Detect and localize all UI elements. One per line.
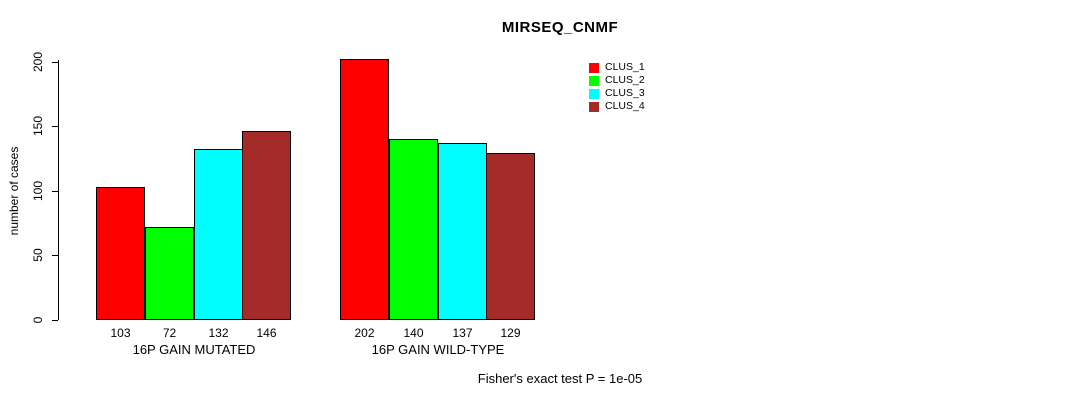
bar-clus_1-group2 <box>340 59 389 320</box>
bar-value-label: 202 <box>354 326 375 340</box>
bar-value-label: 140 <box>403 326 424 340</box>
y-tick-mark <box>52 61 58 63</box>
legend-label: CLUS_3 <box>605 87 645 99</box>
bar-clus_3-group2 <box>438 143 487 320</box>
bar-clus_1-group1 <box>96 187 145 320</box>
bar-clus_3-group1 <box>194 149 243 320</box>
bar-value-label: 137 <box>452 326 473 340</box>
y-tick-mark <box>52 126 58 128</box>
bar-clus_4-group2 <box>486 153 535 320</box>
legend-row-clus_4: CLUS_4 <box>589 100 645 113</box>
footer-note: Fisher's exact test P = 1e-05 <box>477 371 643 386</box>
bar-clus_2-group2 <box>389 139 438 320</box>
group-label-1: 16P GAIN MUTATED <box>132 342 256 357</box>
legend-row-clus_2: CLUS_2 <box>589 74 645 87</box>
y-tick-mark <box>52 255 58 257</box>
y-axis-line <box>58 60 59 320</box>
y-tick-label: 200 <box>31 51 45 72</box>
bar-value-label: 146 <box>256 326 277 340</box>
legend-swatch-clus_2 <box>589 75 599 86</box>
bar-value-label: 132 <box>208 326 229 340</box>
legend-label: CLUS_4 <box>605 100 645 112</box>
y-axis-title: number of cases <box>7 146 21 236</box>
bar-clus_4-group1 <box>242 131 291 320</box>
y-tick-label: 50 <box>31 248 45 263</box>
legend-label: CLUS_1 <box>605 61 645 73</box>
legend-row-clus_1: CLUS_1 <box>589 61 645 74</box>
y-tick-label: 150 <box>31 116 45 137</box>
legend-label: CLUS_2 <box>605 74 645 86</box>
legend-swatch-clus_3 <box>589 88 599 99</box>
bar-clus_2-group1 <box>145 227 194 320</box>
y-tick-mark <box>52 320 58 321</box>
group-label-2: 16P GAIN WILD-TYPE <box>371 342 505 357</box>
legend-row-clus_3: CLUS_3 <box>589 87 645 100</box>
bar-value-label: 129 <box>500 326 521 340</box>
y-tick-label: 100 <box>31 180 45 201</box>
bar-value-label: 72 <box>162 326 177 340</box>
chart-title: MIRSEQ_CNMF <box>501 19 619 36</box>
legend: CLUS_1 CLUS_2 CLUS_3 CLUS_4 <box>589 61 645 113</box>
bar-value-label: 103 <box>110 326 131 340</box>
legend-swatch-clus_4 <box>589 101 599 112</box>
y-tick-label: 0 <box>31 316 45 324</box>
legend-swatch-clus_1 <box>589 62 599 73</box>
y-tick-mark <box>52 190 58 192</box>
